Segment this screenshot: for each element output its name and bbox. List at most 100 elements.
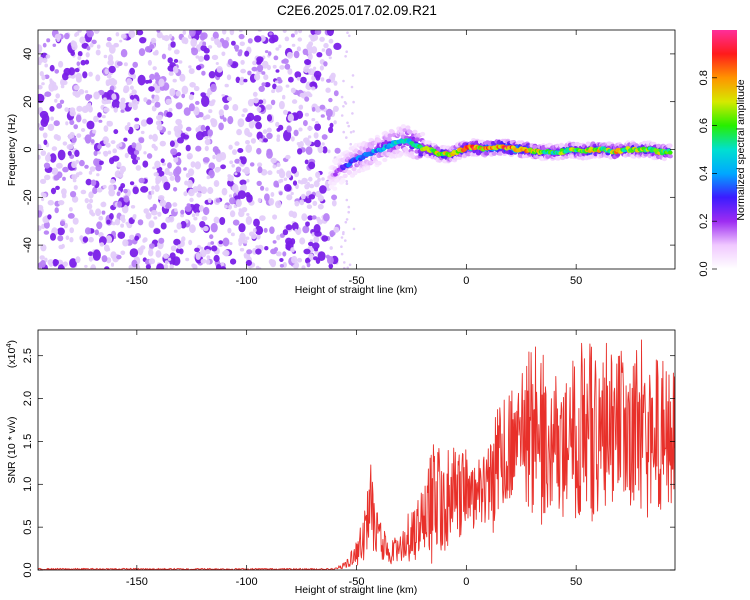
noise-point	[129, 248, 139, 258]
colorbar-tick-label: 0.6	[698, 118, 710, 133]
noise-point	[296, 110, 304, 120]
noise-point	[129, 181, 135, 186]
noise-point	[140, 119, 148, 127]
noise-point	[46, 38, 51, 43]
noise-point	[59, 220, 66, 226]
snr-y-tick-label: 1.5	[22, 434, 34, 449]
noise-point	[235, 166, 242, 173]
noise-point	[248, 121, 255, 129]
noise-point	[252, 228, 257, 233]
noise-point	[244, 50, 250, 57]
noise-point	[116, 161, 122, 168]
noise-point	[88, 198, 94, 204]
spectrogram-x-tick-label: -100	[236, 275, 258, 287]
noise-point	[250, 233, 257, 240]
noise-point	[165, 201, 172, 210]
track-halo-point	[661, 156, 668, 162]
noise-point	[305, 146, 313, 155]
noise-point	[284, 36, 290, 42]
noise-point	[345, 180, 349, 183]
spectrogram-y-axis-label: Frequency (Hz)	[6, 114, 18, 186]
noise-point	[90, 139, 95, 144]
noise-point	[313, 132, 319, 139]
noise-point	[240, 59, 245, 65]
noise-point	[266, 64, 271, 71]
noise-point	[312, 34, 319, 41]
noise-point	[79, 159, 85, 167]
noise-point	[293, 129, 299, 137]
noise-point	[129, 85, 134, 90]
noise-point	[56, 162, 63, 169]
noise-point	[50, 233, 56, 241]
noise-point	[93, 91, 100, 100]
noise-point	[181, 93, 186, 99]
noise-point	[84, 227, 92, 235]
noise-point	[194, 247, 200, 253]
noise-point	[170, 245, 177, 252]
noise-point	[306, 43, 313, 50]
noise-point	[69, 207, 73, 212]
noise-point	[180, 220, 187, 229]
noise-point	[331, 199, 337, 207]
noise-point	[128, 102, 134, 108]
snr-x-tick-label: -150	[126, 576, 148, 588]
noise-point	[252, 60, 258, 66]
noise-point	[41, 74, 46, 81]
noise-point	[319, 36, 325, 42]
noise-point	[88, 170, 93, 175]
noise-point	[49, 153, 57, 163]
noise-point	[131, 259, 138, 268]
noise-point	[256, 106, 262, 112]
noise-point	[76, 133, 82, 139]
noise-point	[88, 71, 93, 77]
noise-point	[278, 100, 285, 110]
noise-point	[96, 173, 100, 177]
noise-point	[238, 30, 243, 33]
noise-point	[38, 56, 44, 63]
noise-point	[109, 179, 116, 184]
noise-point	[139, 37, 147, 44]
noise-point	[98, 119, 103, 123]
noise-point	[260, 185, 265, 191]
noise-point	[243, 239, 248, 244]
noise-point	[106, 257, 112, 264]
track-halo-point	[585, 141, 591, 146]
noise-point	[333, 226, 340, 233]
noise-point	[146, 153, 153, 159]
noise-point	[346, 121, 349, 125]
noise-point	[39, 260, 46, 268]
noise-point	[172, 256, 181, 266]
noise-point	[258, 99, 264, 105]
noise-point	[85, 103, 92, 111]
snr-scale-exponent: 4	[4, 344, 13, 348]
noise-point	[93, 115, 99, 123]
noise-point	[151, 185, 155, 190]
noise-point	[178, 60, 183, 64]
noise-point	[352, 130, 355, 133]
noise-point	[237, 118, 245, 128]
noise-point	[247, 70, 252, 76]
noise-point	[43, 139, 48, 146]
noise-point	[266, 149, 273, 159]
noise-point	[91, 39, 97, 45]
noise-point	[181, 36, 187, 44]
noise-point	[285, 170, 292, 179]
noise-point	[275, 80, 279, 84]
noise-point	[288, 210, 294, 217]
noise-point	[257, 30, 262, 32]
noise-point	[245, 259, 252, 266]
noise-point	[219, 217, 226, 225]
noise-point	[65, 121, 69, 126]
noise-point	[103, 97, 107, 101]
noise-point	[179, 248, 184, 255]
noise-point	[349, 142, 353, 146]
noise-point	[118, 173, 123, 178]
noise-point	[276, 162, 281, 167]
noise-point	[302, 48, 308, 55]
noise-point	[168, 215, 175, 223]
noise-point	[311, 106, 316, 112]
noise-point	[245, 140, 250, 145]
spectrogram-y-tick-label: -40	[22, 237, 34, 253]
noise-point	[282, 94, 286, 100]
noise-point	[342, 105, 345, 108]
